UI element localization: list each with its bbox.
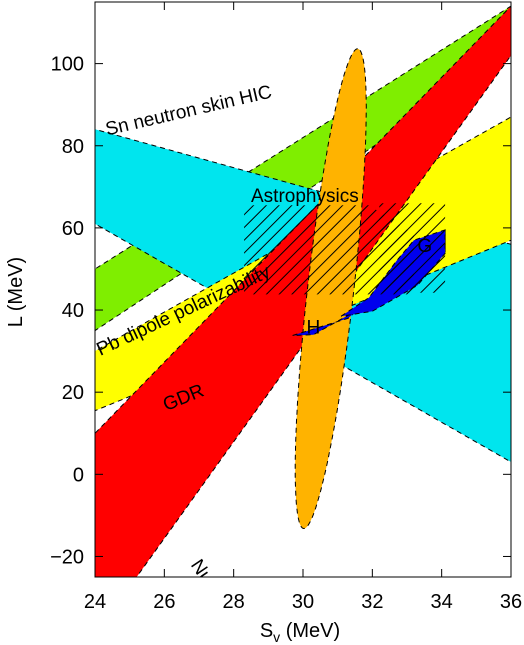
h-label: H [307,317,321,338]
x-axis-title-sub: v [273,629,280,645]
x-tick-label: 30 [292,591,314,613]
astrophysics-region-2 [379,203,446,293]
y-tick-label: 60 [62,218,84,240]
y-tick-label: 40 [62,300,84,322]
astrophysics-region-1 [244,205,414,295]
sn-neutron-skin-hic-label: Sn neutron skin HIC [104,82,274,141]
y-tick-label: 80 [62,136,84,158]
x-tick-label: 26 [153,591,175,613]
x-tick-label: 36 [500,591,522,613]
x-tick-label: 34 [431,591,453,613]
x-axis-title-main: S [260,620,273,642]
astrophysics-label: Astrophysics [251,186,359,207]
x-tick-label: 32 [361,591,383,613]
regions-layer [95,5,511,577]
x-tick-label: 28 [223,591,245,613]
y-tick-label: −20 [50,547,84,569]
y-tick-label: 100 [51,54,84,76]
y-axis-ticks: −20 0 20 40 60 80 100 [50,54,511,569]
g-label: G [417,236,432,257]
x-axis-title-unit: (MeV) [280,620,340,642]
x-axis-ticks: 24 26 28 30 32 34 36 [84,2,522,613]
y-tick-label: 0 [73,464,84,486]
y-axis-title: L (MeV) [5,257,27,327]
x-axis-title: Sv (MeV) [260,620,340,645]
x-tick-label: 24 [84,591,106,613]
y-tick-label: 20 [62,382,84,404]
